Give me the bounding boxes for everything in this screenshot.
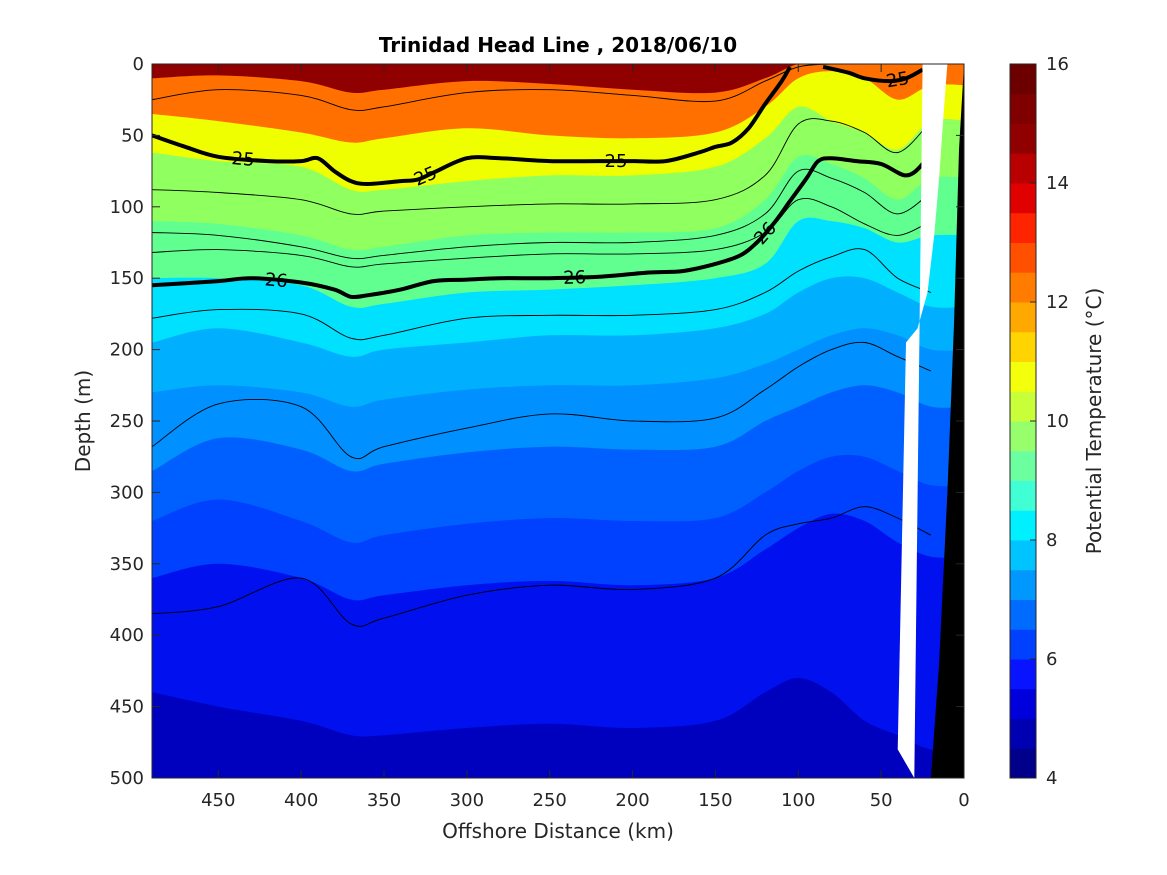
colorbar-tick-label: 12 — [1046, 292, 1069, 313]
y-tick-label: 150 — [110, 268, 144, 289]
thin-contour-line — [152, 341, 932, 460]
colorbar-segment — [1010, 212, 1036, 243]
colorbar-segment — [1010, 510, 1036, 541]
colorbar: 4 6 8 10 12 14 16 — [1009, 54, 1069, 789]
colorbar-tick-label: 6 — [1046, 649, 1057, 670]
y-tick-label: 450 — [110, 697, 144, 718]
x-tick-label: 300 — [450, 790, 484, 811]
colorbar-segment — [1010, 480, 1036, 511]
y-tick-label: 400 — [110, 625, 144, 646]
contour-label-group: 26 — [563, 267, 586, 289]
colorbar-segment — [1010, 123, 1036, 154]
colorbar-segment — [1010, 242, 1036, 273]
colorbar-segment — [1010, 272, 1036, 303]
contour-label-group: 25 — [605, 151, 628, 172]
thin-contour-line — [152, 168, 932, 260]
x-axis: 450 400 350 300 250 200 150 100 50 0 — [201, 64, 970, 811]
x-tick-label: 50 — [870, 790, 893, 811]
y-tick-label: 350 — [110, 554, 144, 575]
no-data-region — [897, 64, 948, 778]
y-tick-label: 300 — [110, 482, 144, 503]
contour-label: 26 — [563, 267, 586, 289]
density-contour-26 — [152, 145, 933, 300]
contour-label-group: 25 — [885, 68, 911, 93]
x-tick-label: 100 — [781, 790, 815, 811]
x-tick-label: 150 — [698, 790, 732, 811]
y-tick-label: 100 — [110, 197, 144, 218]
colorbar-tick-label: 14 — [1046, 173, 1069, 194]
contour-label: 25 — [605, 151, 628, 172]
thin-contour-line — [152, 248, 932, 341]
thin-contour-line — [152, 118, 932, 215]
x-tick-label: 400 — [284, 790, 318, 811]
colorbar-segment — [1010, 540, 1036, 571]
y-axis-label: Depth (m) — [71, 370, 95, 472]
colorbar-segment — [1010, 64, 1036, 95]
colorbar-tick-label: 4 — [1046, 768, 1057, 789]
colorbar-segment — [1010, 331, 1036, 362]
colorbar-segment — [1010, 361, 1036, 392]
colorbar-tick-label: 8 — [1046, 530, 1057, 551]
colorbar-segment — [1010, 302, 1036, 333]
contour-label-group: 26 — [264, 269, 289, 292]
thin-contour-line — [152, 64, 931, 111]
contour-label: 26 — [264, 269, 289, 292]
y-tick-label: 0 — [133, 54, 144, 75]
colorbar-segment — [1010, 421, 1036, 452]
x-tick-label: 350 — [367, 790, 401, 811]
y-tick-label: 50 — [121, 125, 144, 146]
contour-label: 25 — [231, 148, 256, 171]
colorbar-segment — [1010, 748, 1036, 779]
x-axis-label: Offshore Distance (km) — [442, 819, 674, 843]
colorbar-tick-label: 16 — [1046, 54, 1069, 75]
seafloor-topography — [930, 64, 964, 778]
chart-title: Trinidad Head Line , 2018/06/10 — [379, 33, 737, 57]
y-axis: 0 50 100 150 200 250 300 350 400 450 500 — [110, 54, 964, 789]
thin-contour-line — [152, 197, 932, 268]
density-contour-25 — [822, 64, 924, 84]
colorbar-tick-label: 10 — [1046, 411, 1069, 432]
thin-contour-line — [152, 506, 932, 627]
colorbar-segment — [1010, 629, 1036, 660]
x-tick-label: 450 — [201, 790, 235, 811]
colorbar-segment — [1010, 93, 1036, 124]
colorbar-segment — [1010, 718, 1036, 749]
colorbar-segment — [1010, 659, 1036, 690]
colorbar-segment — [1010, 183, 1036, 214]
colorbar-segment — [1010, 688, 1036, 719]
temperature-band — [152, 64, 964, 94]
x-tick-label: 250 — [533, 790, 567, 811]
colorbar-segment — [1010, 569, 1036, 600]
contour-label-group: 25 — [231, 148, 256, 171]
y-tick-label: 200 — [110, 340, 144, 361]
contour-label: 25 — [885, 68, 911, 93]
x-tick-label: 0 — [958, 790, 969, 811]
colorbar-label: Potential Temperature (°C) — [1082, 288, 1106, 555]
y-tick-label: 500 — [110, 768, 144, 789]
colorbar-segment — [1010, 153, 1036, 184]
y-tick-label: 250 — [110, 411, 144, 432]
colorbar-segment — [1010, 391, 1036, 422]
density-contour-25 — [152, 65, 792, 186]
colorbar-segment — [1010, 599, 1036, 630]
x-tick-label: 200 — [615, 790, 649, 811]
colorbar-segment — [1010, 450, 1036, 481]
